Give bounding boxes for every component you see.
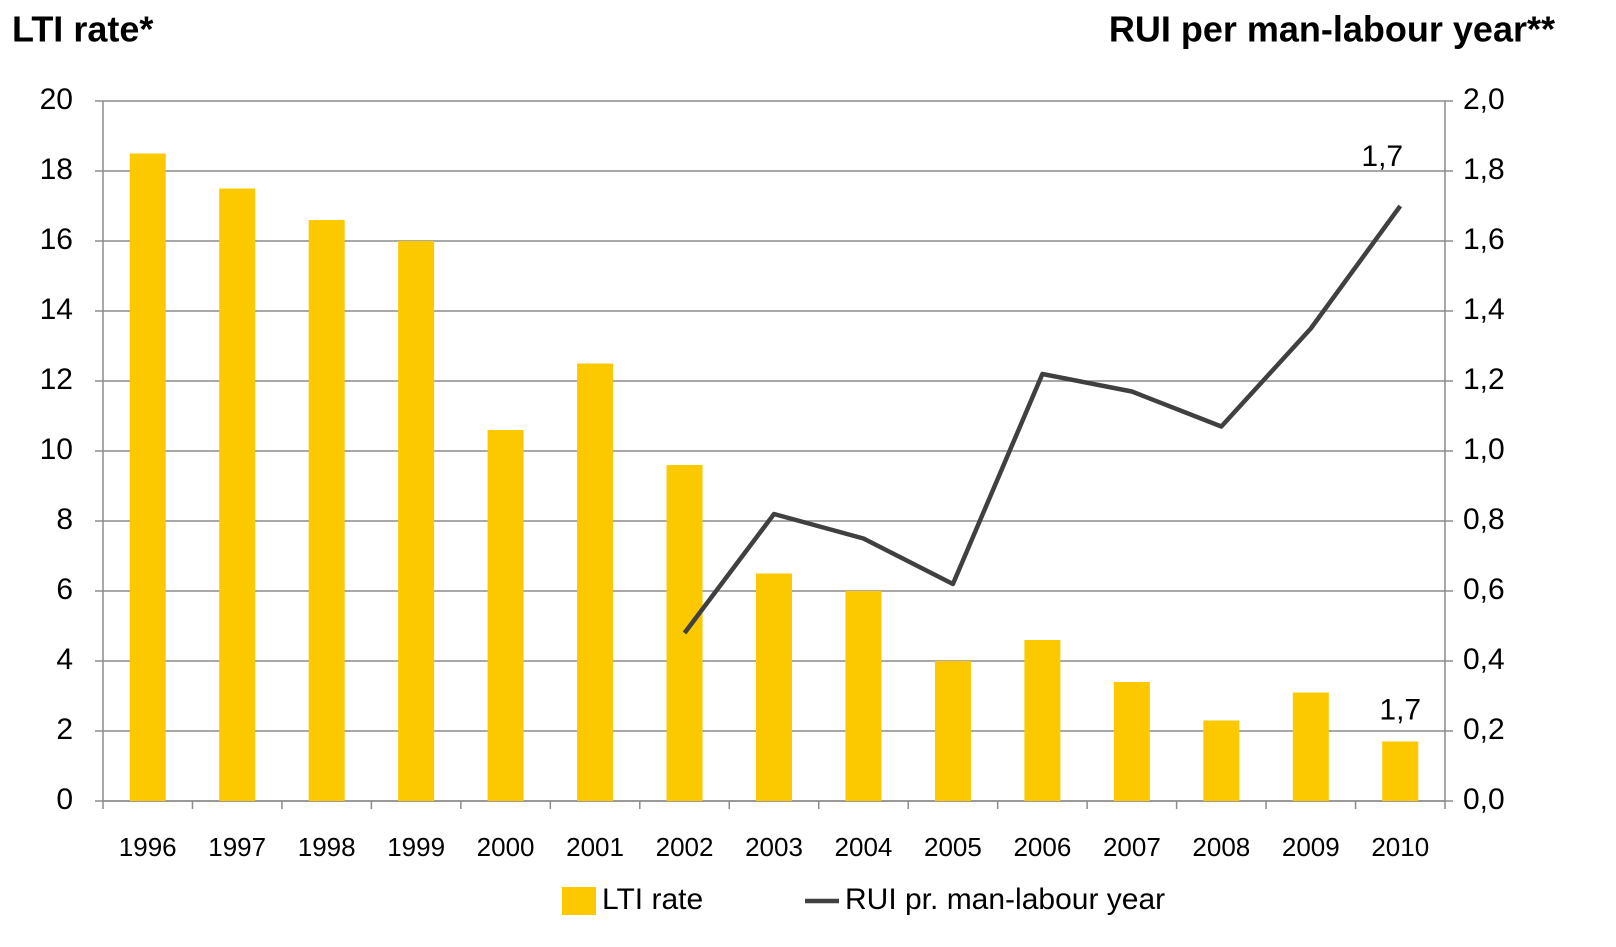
x-tick-label: 2002 <box>656 832 714 862</box>
bar <box>1203 720 1240 801</box>
y-tick-label: 12 <box>40 363 73 396</box>
y-tick-label: 18 <box>40 153 73 186</box>
y-tick-label: 14 <box>40 293 73 326</box>
legend-label: RUI pr. man-labour year <box>845 883 1165 916</box>
x-tick-label: 2009 <box>1282 832 1340 862</box>
x-tick-label: 2004 <box>835 832 893 862</box>
bar <box>129 153 166 801</box>
bar <box>487 430 524 801</box>
y2-tick-label: 1,6 <box>1463 223 1505 256</box>
bar <box>1024 640 1061 801</box>
bar <box>577 363 614 801</box>
y2-tick-label: 2,0 <box>1463 83 1505 116</box>
bar <box>934 661 971 801</box>
y2-tick-label: 0,8 <box>1463 503 1505 536</box>
y2-tick-label: 0,4 <box>1463 643 1505 676</box>
y2-tick-label: 1,2 <box>1463 363 1505 396</box>
y2-tick-label: 0,6 <box>1463 573 1505 606</box>
y2-axis-title: RUI per man-labour year** <box>1109 9 1555 50</box>
x-tick-label: 1997 <box>208 832 266 862</box>
line <box>682 204 1403 635</box>
y2-tick-label: 0,0 <box>1463 783 1505 816</box>
legend-swatch <box>562 887 596 915</box>
y-tick-label: 4 <box>56 643 73 676</box>
bar <box>308 220 345 801</box>
x-tick-label: 2008 <box>1192 832 1250 862</box>
y2-tick-label: 1,4 <box>1463 293 1505 326</box>
x-tick-label: 1999 <box>387 832 445 862</box>
bar <box>1292 692 1329 801</box>
bar <box>1382 741 1419 801</box>
y2-tick-label: 0,2 <box>1463 713 1505 746</box>
y-tick-label: 16 <box>40 223 73 256</box>
y2-tick-label: 1,8 <box>1463 153 1505 186</box>
x-tick-label: 2005 <box>924 832 982 862</box>
y-tick-label: 20 <box>40 83 73 116</box>
bar <box>756 573 792 801</box>
x-tick-label: 1998 <box>298 832 356 862</box>
legend-label: LTI rate <box>602 883 703 916</box>
x-tick-label: 1996 <box>119 832 177 862</box>
y-tick-label: 6 <box>56 573 73 606</box>
y2-tick-label: 1,0 <box>1463 433 1505 466</box>
y-tick-label: 8 <box>56 503 73 536</box>
y-tick-label: 10 <box>40 433 73 466</box>
y-tick-label: 0 <box>56 783 73 816</box>
x-tick-label: 2001 <box>566 832 624 862</box>
x-tick-label: 2007 <box>1103 832 1161 862</box>
x-tick-label: 2003 <box>745 832 803 862</box>
data-label: 1,7 <box>1361 140 1403 173</box>
bar <box>845 591 882 801</box>
y-axis-title: LTI rate* <box>12 9 153 50</box>
x-tick-label: 2006 <box>1013 832 1071 862</box>
data-label: 1,7 <box>1379 693 1421 726</box>
x-tick-label: 2000 <box>477 832 535 862</box>
bar <box>1113 682 1150 801</box>
bar <box>219 188 256 801</box>
y-tick-label: 2 <box>56 713 73 746</box>
bar <box>398 241 435 801</box>
x-tick-label: 2010 <box>1371 832 1429 862</box>
